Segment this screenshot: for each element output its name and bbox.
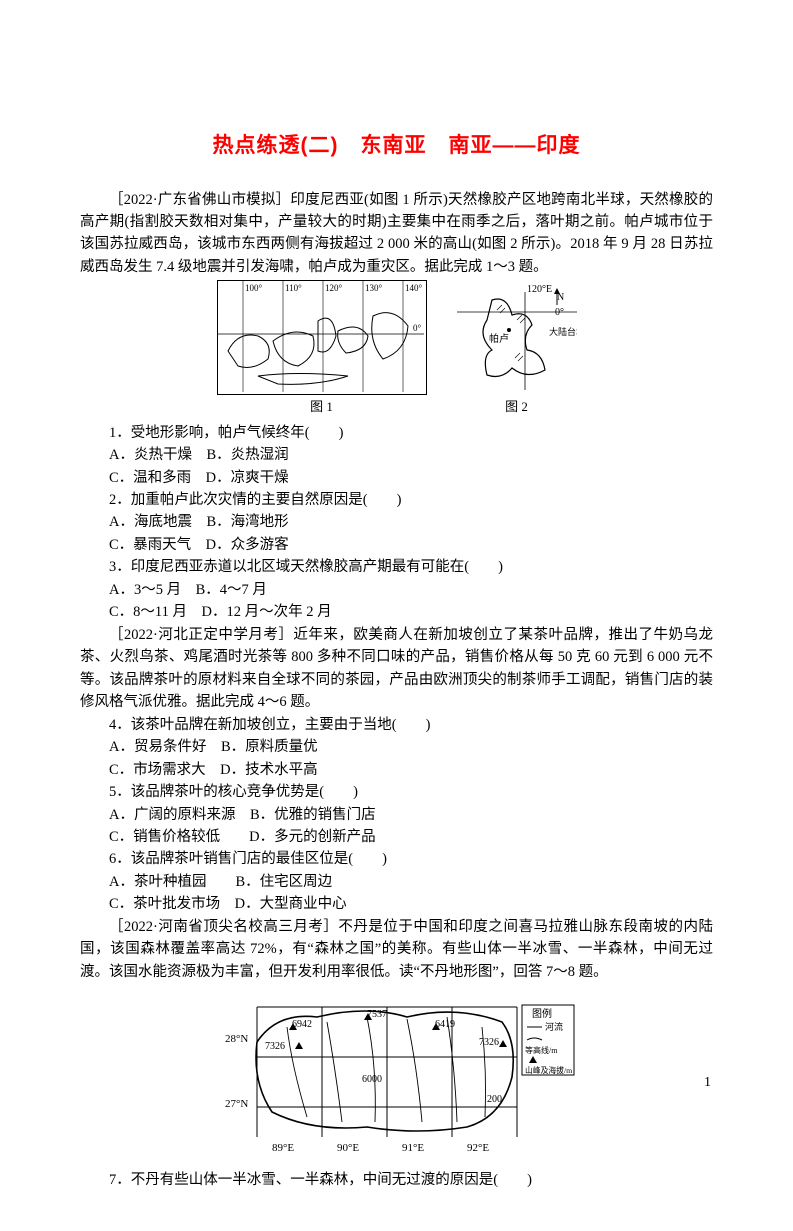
question-5-opts-ab: A．广阔的原料来源 B．优雅的销售门店 [80,804,713,826]
svg-text:河流: 河流 [545,1021,563,1032]
question-4-opts-ab: A．贸易条件好 B．原料质量优 [80,736,713,758]
question-5: 5．该品牌茶叶的核心竞争优势是( ) [80,781,713,803]
passage-2: ［2022·河北正定中学月考］近年来，欧美商人在新加坡创立了某茶叶品牌，推出了牛… [80,624,713,714]
question-2-opts-cd: C．暴雨天气 D．众多游客 [80,534,713,556]
svg-text:100°: 100° [245,283,263,293]
svg-text:89°E: 89°E [272,1142,294,1154]
svg-text:等高线/m: 等高线/m [525,1045,558,1055]
question-3-opts-ab: A．3～5 月 B．4～7 月 [80,579,713,601]
svg-text:120°E: 120°E [527,284,552,295]
figure-row-1: 100° 110° 120° 130° 140° 0° 图 1 [80,280,713,417]
question-5-opts-cd: C．销售价格较低 D．多元的创新产品 [80,826,713,848]
svg-text:130°: 130° [365,283,383,293]
svg-text:图例: 图例 [532,1007,552,1020]
question-1-opts-ab: A．炎热干燥 B．炎热湿润 [80,444,713,466]
question-6-opts-ab: A．茶叶种植园 B．住宅区周边 [80,871,713,893]
question-6-opts-cd: C．茶叶批发市场 D．大型商业中心 [80,893,713,915]
svg-text:140°: 140° [405,283,423,293]
question-6: 6．该品牌茶叶销售门店的最佳区位是( ) [80,848,713,870]
figure-2: 120°E 0° N 帕卢 [457,280,577,395]
passage-3: ［2022·河南省顶尖名校高三月考］不丹是位于中国和印度之间喜马拉雅山脉东段南坡… [80,916,713,983]
svg-text:90°E: 90°E [337,1142,359,1154]
question-7: 7．不丹有些山体一半冰雪、一半森林，中间无过渡的原因是( ) [80,1169,713,1191]
passage-1: ［2022·广东省佛山市模拟］印度尼西亚(如图 1 所示)天然橡胶产区地跨南北半… [80,189,713,279]
question-2-opts-ab: A．海底地震 B．海湾地形 [80,511,713,533]
question-1: 1．受地形影响，帕卢气候终年( ) [80,422,713,444]
svg-text:0°: 0° [413,323,422,333]
svg-text:6000: 6000 [362,1074,382,1085]
svg-text:27°N: 27°N [225,1098,248,1110]
page-number: 1 [704,1072,711,1094]
page-title: 热点练透(二) 东南亚 南亚——印度 [80,130,713,163]
svg-text:28°N: 28°N [225,1033,248,1045]
question-3: 3．印度尼西亚赤道以北区域天然橡胶高产期最有可能在( ) [80,556,713,578]
svg-text:7326: 7326 [479,1037,499,1048]
question-3-opts-cd: C．8～11 月 D．12 月～次年 2 月 [80,601,713,623]
svg-text:山峰及海拔/m: 山峰及海拔/m [525,1065,572,1075]
svg-text:200: 200 [487,1094,502,1105]
figure-2-label: 图 2 [457,397,577,417]
svg-text:110°: 110° [285,283,302,293]
svg-text:大陆台地: 大陆台地 [549,326,577,337]
figure-3: 6942 7326 7537 6000 6419 7326 200 28°N 2… [217,987,577,1157]
question-2: 2．加重帕卢此次灾情的主要自然原因是( ) [80,489,713,511]
svg-text:0°: 0° [555,307,564,318]
question-4: 4．该茶叶品牌在新加坡创立，主要由于当地( ) [80,714,713,736]
svg-text:7326: 7326 [265,1041,285,1052]
question-4-opts-cd: C．市场需求大 D．技术水平高 [80,759,713,781]
figure-1-label: 图 1 [217,397,427,417]
question-1-opts-cd: C．温和多雨 D．凉爽干燥 [80,467,713,489]
svg-text:120°: 120° [325,283,343,293]
figure-1: 100° 110° 120° 130° 140° 0° [217,280,427,395]
svg-text:92°E: 92°E [467,1142,489,1154]
svg-text:帕卢: 帕卢 [489,332,509,345]
svg-text:91°E: 91°E [402,1142,424,1154]
